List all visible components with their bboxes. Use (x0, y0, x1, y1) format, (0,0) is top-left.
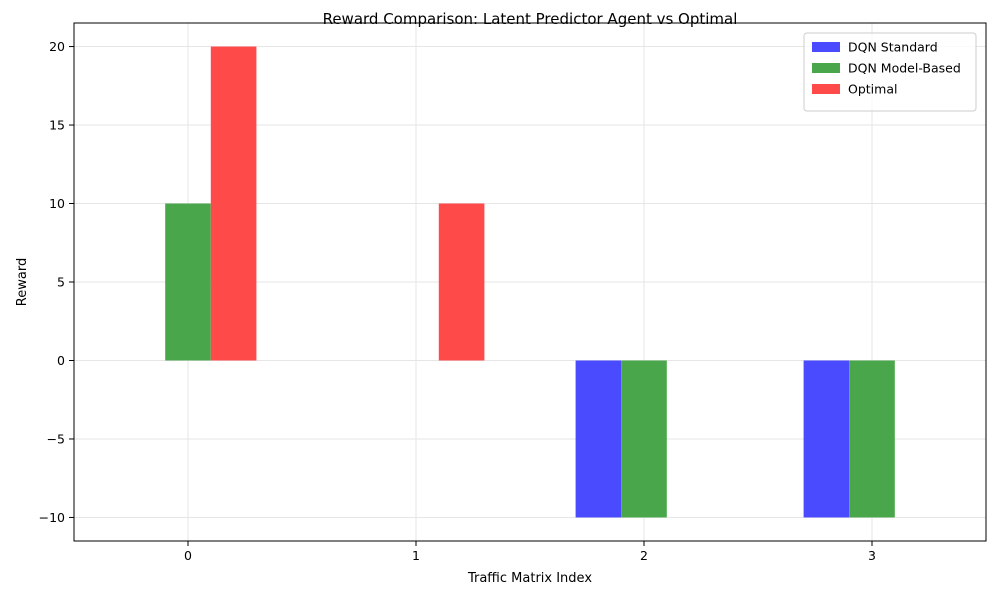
x-tick-label: 1 (412, 548, 420, 563)
x-tick-label: 3 (868, 548, 876, 563)
legend-swatch (812, 84, 840, 94)
chart-title: Reward Comparison: Latent Predictor Agen… (323, 10, 738, 28)
x-tick-label: 0 (184, 548, 192, 563)
bar (849, 360, 895, 518)
y-tick-label: 20 (49, 39, 65, 54)
bar (210, 46, 257, 361)
y-tick-label: 5 (57, 275, 65, 290)
y-tick-label: −5 (47, 431, 65, 446)
x-tick-label: 2 (640, 548, 648, 563)
legend: DQN Standard DQN Model-Based Optimal (803, 32, 977, 112)
bar (575, 360, 622, 518)
bar (621, 360, 667, 518)
bar (438, 203, 485, 361)
ticks: 0 1 2 3 −10 −5 0 5 10 15 20 (39, 39, 876, 563)
legend-label: DQN Standard (848, 40, 938, 55)
y-tick-label: −10 (39, 510, 65, 525)
y-axis-label: Reward (15, 258, 30, 306)
legend-swatch (812, 42, 840, 52)
legend-label: DQN Model-Based (848, 61, 961, 76)
legend-box (803, 32, 977, 112)
bar (803, 360, 850, 518)
legend-swatch (812, 63, 840, 73)
x-axis-label: Traffic Matrix Index (467, 571, 592, 586)
y-tick-label: 0 (57, 353, 65, 368)
y-tick-label: 15 (49, 118, 65, 133)
y-tick-label: 10 (49, 196, 65, 211)
bars (165, 46, 895, 518)
bar (165, 203, 211, 361)
legend-label: Optimal (848, 82, 897, 97)
